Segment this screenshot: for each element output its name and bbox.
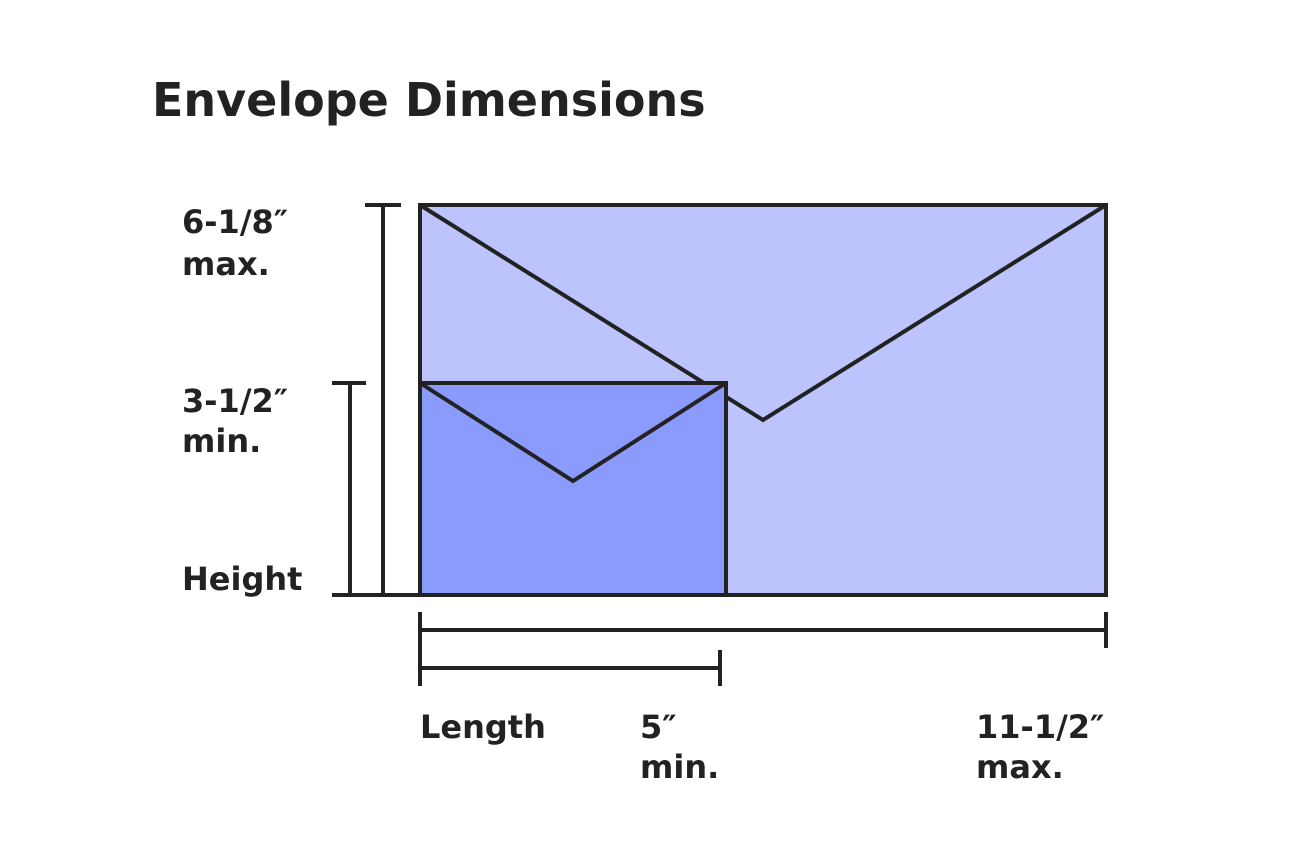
large-envelope-flap [418, 203, 1108, 423]
height-max-note: max. [182, 245, 270, 283]
length-max-bar [418, 612, 1108, 686]
height-min-value: 3-1/2″ [182, 382, 288, 420]
height-min-note: min. [182, 422, 261, 460]
length-min-value: 5″ [640, 708, 677, 746]
height-min-bar [332, 381, 420, 597]
small-envelope [418, 381, 728, 597]
title: Envelope Dimensions [152, 73, 706, 127]
length-max-note: max. [976, 748, 1064, 786]
small-envelope-flap [418, 381, 728, 484]
height-label: Height [182, 560, 302, 598]
length-label: Length [420, 708, 546, 746]
length-min-bar [420, 650, 722, 686]
length-min-note: min. [640, 748, 719, 786]
length-max-value: 11-1/2″ [976, 708, 1104, 746]
height-max-bar [365, 203, 401, 595]
height-max-value: 6-1/8″ [182, 203, 288, 241]
